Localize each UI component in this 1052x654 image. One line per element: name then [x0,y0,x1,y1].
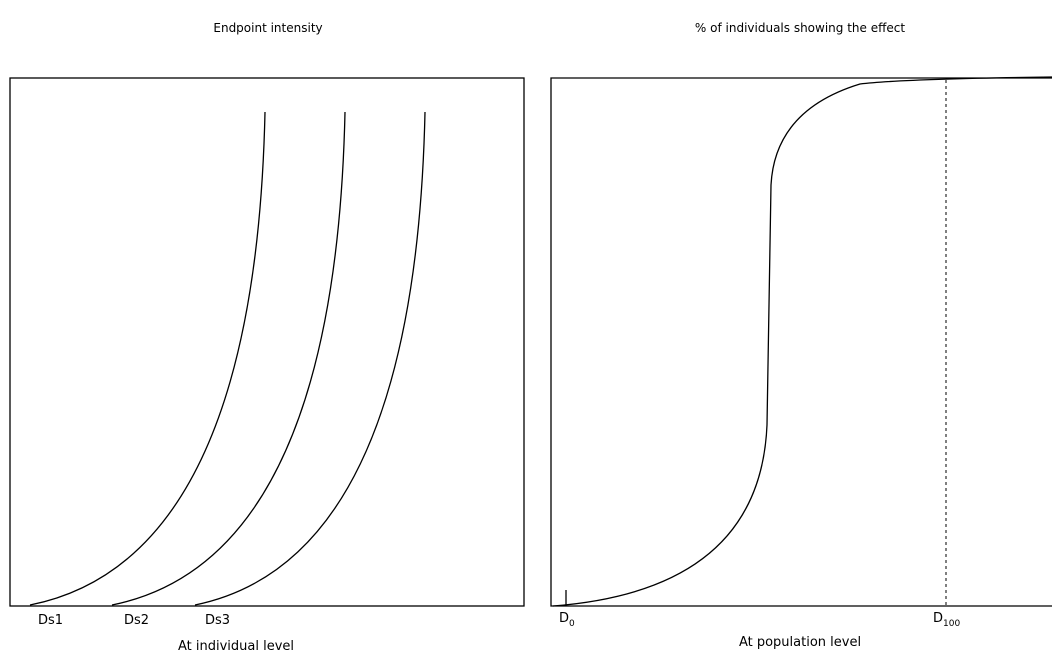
curve [29,111,266,606]
x-label: Ds1 [38,613,63,628]
x-label: D100 [933,611,960,629]
left-frame [9,77,525,607]
right-frame [550,77,1052,607]
caption: At individual level [178,639,294,654]
curve [194,111,426,606]
caption: At population level [739,635,861,650]
curve [111,111,346,606]
label-sub: 0 [569,619,575,629]
label-base: D [559,611,569,626]
panel-title: % of individuals showing the effect [695,21,905,35]
label-sub: 100 [943,619,960,629]
x-label: Ds3 [205,613,230,628]
x-label: Ds2 [124,613,149,628]
label-base: D [933,611,943,626]
panel-title: Endpoint intensity [213,21,322,35]
s-curve [552,76,1052,607]
x-label: D0 [559,611,575,629]
